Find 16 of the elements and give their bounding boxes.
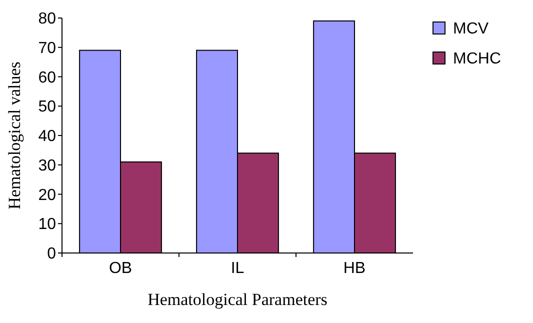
- y-tick-label: 50: [38, 98, 56, 116]
- y-tick-label: 60: [38, 69, 56, 86]
- y-tick-label: 40: [38, 128, 56, 146]
- legend-label: MCV: [453, 20, 489, 38]
- x-tick-label: HB: [343, 260, 366, 277]
- y-tick-label: 20: [38, 186, 56, 204]
- x-axis-title: Hematological Parameters: [148, 290, 328, 309]
- x-tick-label: IL: [230, 260, 244, 277]
- y-tick-label: 10: [38, 216, 56, 234]
- y-tick-label: 0: [47, 246, 56, 263]
- legend-label: MCHC: [453, 50, 501, 68]
- x-tick-label: OB: [108, 260, 132, 277]
- y-axis-title: Hematological values: [5, 62, 24, 210]
- y-tick-label: 30: [38, 157, 56, 174]
- y-tick-label: 80: [38, 10, 56, 28]
- y-tick-label: 70: [38, 40, 56, 57]
